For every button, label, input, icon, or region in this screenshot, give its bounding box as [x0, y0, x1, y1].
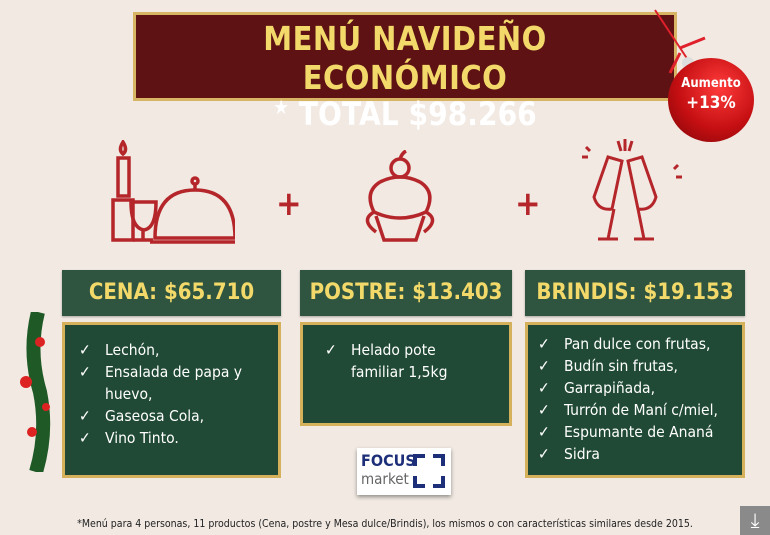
section-header-brindis: BRINDIS: $19.153 [525, 270, 745, 316]
focus-market-logo: FOCUS market [357, 448, 451, 495]
check-icon: ✓ [538, 401, 550, 419]
check-icon: ✓ [538, 423, 550, 441]
star-icon: ★ [273, 95, 290, 119]
list-item: ✓ Lechón, [79, 339, 268, 361]
download-button[interactable]: ⤓ [740, 506, 770, 535]
check-icon: ✓ [538, 445, 550, 463]
list-item: ✓ Budín sin frutas, [538, 355, 732, 377]
check-icon: ✓ [538, 379, 550, 397]
list-item: ✓ Sidra [538, 443, 732, 465]
list-item: ✓ Turrón de Maní c/miel, [538, 399, 732, 421]
check-icon: ✓ [79, 341, 91, 359]
title-banner: MENÚ NAVIDEÑO ECONÓMICO ★ TOTAL $98.266 [133, 12, 677, 133]
item-text: Pan dulce con frutas, [564, 335, 711, 353]
section-items-cena: ✓ Lechón, ✓ Ensalada de papa y huevo, ✓ Gas… [62, 322, 281, 478]
frame-icon [413, 454, 445, 488]
item-text: Turrón de Maní c/miel, [564, 401, 718, 419]
item-text: Helado pote familiar 1,5kg [351, 341, 448, 381]
item-text: Vino Tinto. [105, 429, 179, 447]
list-item: ✓ Gaseosa Cola, [79, 405, 268, 427]
list-item: ✓ Espumante de Ananá [538, 421, 732, 443]
plus-sign: + [276, 184, 302, 224]
item-text: Sidra [564, 445, 600, 463]
total-text: TOTAL $98.266 [298, 95, 537, 133]
total-price: ★ TOTAL $98.266 [168, 95, 641, 133]
increase-badge: Aumento +13% [668, 58, 754, 142]
section-header-postre: POSTRE: $13.403 [300, 270, 512, 316]
item-text: Gaseosa Cola, [105, 407, 205, 425]
cupcake-icon [365, 150, 435, 242]
badge-value: +13% [686, 93, 736, 113]
section-items-postre: ✓ Helado pote familiar 1,5kg [300, 322, 512, 426]
check-icon: ✓ [538, 357, 550, 375]
check-icon: ✓ [538, 335, 550, 353]
plus-sign: + [515, 184, 541, 224]
item-text: Espumante de Ananá [564, 423, 714, 441]
item-text: Lechón, [105, 341, 160, 359]
check-icon: ✓ [325, 341, 337, 359]
check-icon: ✓ [79, 363, 91, 381]
list-item: ✓ Helado pote familiar 1,5kg [325, 339, 499, 383]
footnote: *Menú para 4 personas, 11 productos (Cen… [77, 518, 693, 530]
christmas-garland [18, 310, 58, 475]
list-item: ✓ Vino Tinto. [79, 427, 268, 449]
badge-label: Aumento [681, 76, 741, 91]
list-item: ✓ Pan dulce con frutas, [538, 333, 732, 355]
item-text: Budín sin frutas, [564, 357, 678, 375]
champagne-toast-icon [582, 139, 682, 241]
list-item: ✓ Garrapiñada, [538, 377, 732, 399]
check-icon: ✓ [79, 429, 91, 447]
list-item: ✓ Ensalada de papa y huevo, [79, 361, 268, 405]
section-header-cena: CENA: $65.710 [62, 270, 281, 316]
item-text: Ensalada de papa y huevo, [105, 363, 243, 403]
section-items-brindis: ✓ Pan dulce con frutas, ✓ Budín sin frutas… [525, 322, 745, 478]
check-icon: ✓ [79, 407, 91, 425]
item-text: Garrapiñada, [564, 379, 656, 397]
logo-line2: market [361, 470, 409, 488]
logo-line1: FOCUS [361, 451, 416, 470]
dinner-icon [111, 140, 235, 244]
page-title: MENÚ NAVIDEÑO ECONÓMICO [263, 19, 547, 97]
garland-icon [20, 310, 51, 475]
download-icon: ⤓ [750, 508, 760, 532]
